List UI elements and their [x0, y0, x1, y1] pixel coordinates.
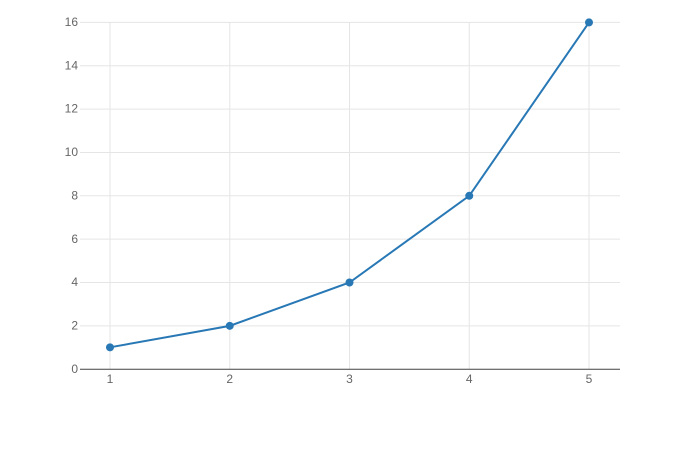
svg-text:16: 16	[65, 15, 79, 29]
svg-text:2: 2	[71, 318, 78, 332]
svg-text:10: 10	[65, 145, 79, 159]
svg-text:6: 6	[71, 232, 78, 246]
svg-text:0: 0	[71, 362, 78, 376]
svg-text:12: 12	[65, 102, 79, 116]
svg-text:1: 1	[107, 372, 114, 386]
svg-text:4: 4	[71, 275, 78, 289]
svg-text:14: 14	[65, 58, 79, 72]
svg-text:8: 8	[71, 188, 78, 202]
svg-text:4: 4	[466, 372, 473, 386]
svg-text:3: 3	[346, 372, 353, 386]
svg-text:2: 2	[226, 372, 233, 386]
svg-text:5: 5	[586, 372, 593, 386]
